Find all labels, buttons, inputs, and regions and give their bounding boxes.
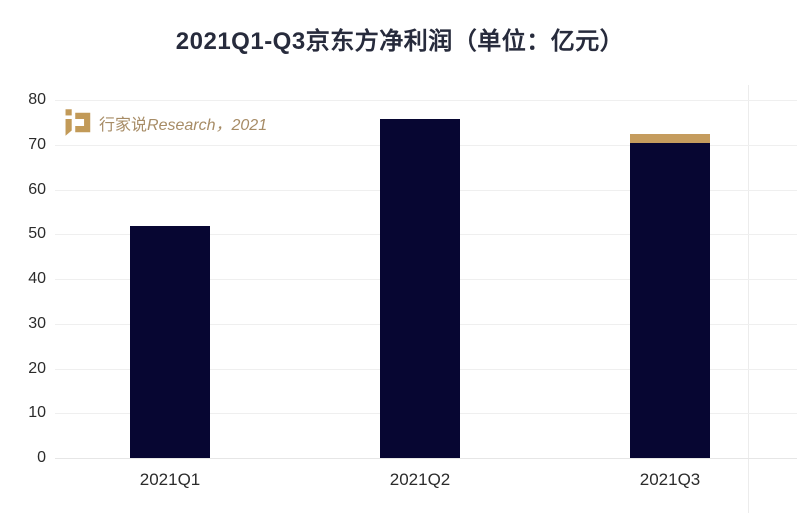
gridline-80: [55, 100, 797, 101]
y-tick-label-40: 40: [28, 270, 46, 287]
y-tick-label-0: 0: [37, 449, 46, 466]
watermark-text: 行家说Research，2021: [99, 111, 267, 135]
y-tick-label-70: 70: [28, 136, 46, 153]
right-divider-line: [748, 85, 749, 513]
bar-2021Q2-base: [380, 119, 460, 458]
chart-title: 2021Q1-Q3京东方净利润（单位：亿元）: [175, 28, 625, 55]
bar-2021Q3-base: [630, 143, 710, 458]
x-category-label-2021Q1: 2021Q1: [139, 470, 201, 489]
gridline-0: [55, 458, 797, 459]
y-tick-label-20: 20: [28, 360, 46, 377]
hangjiashuo-logo-icon: [62, 109, 92, 136]
x-category-label-2021Q2: 2021Q2: [389, 470, 451, 489]
watermark: 行家说Research，2021: [62, 109, 267, 136]
y-tick-label-80: 80: [28, 91, 46, 108]
y-tick-label-60: 60: [28, 181, 46, 198]
x-category-label-2021Q3: 2021Q3: [639, 470, 701, 489]
watermark-suffix: Research，2021: [147, 116, 268, 134]
bar-2021Q1-base: [130, 226, 210, 458]
y-tick-label-50: 50: [28, 225, 46, 242]
watermark-brand: 行家说: [99, 116, 148, 134]
bar-2021Q3-cap: [630, 134, 710, 143]
y-tick-label-10: 10: [28, 404, 46, 421]
y-tick-label-30: 30: [28, 315, 46, 332]
